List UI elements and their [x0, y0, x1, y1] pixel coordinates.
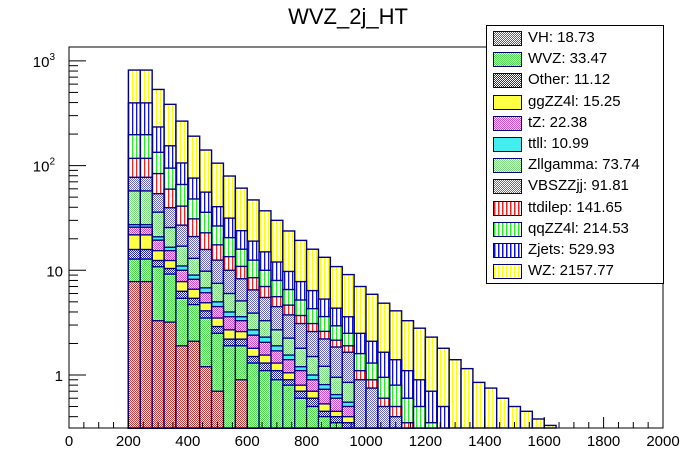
x-tick-label: 1600 [528, 433, 561, 450]
bar-wvz-bin-8 [222, 345, 237, 429]
bar-zjets-bin-26 [436, 405, 450, 429]
x-tick-label: 200 [116, 433, 141, 450]
bar-vbszzjj-bin-19 [353, 379, 367, 429]
bar-vh-bin-1 [139, 280, 153, 429]
legend-label: ttll: 10.99 [528, 135, 589, 152]
y-axis: 1 10 102 103 [33, 52, 86, 418]
legend-swatch [493, 115, 522, 131]
legend-entry-wz: WZ: 2157.77 [487, 261, 663, 282]
legend-swatch [493, 264, 522, 280]
y-tick-label: 10 [46, 263, 63, 280]
legend-label: VBSZZjj: 91.81 [528, 177, 629, 195]
series-vh [127, 280, 248, 429]
bar-qqzz4l-bin-24 [412, 405, 427, 429]
bar-wvz-bin-11 [258, 369, 272, 429]
legend-entry-ggzz4l: ggZZ4l: 15.25 [487, 92, 663, 113]
bar-wz-bin-34 [531, 418, 545, 429]
x-tick-label: 1800 [587, 433, 620, 450]
bar-wz-bin-28 [460, 367, 474, 429]
bar-vbszzjj-bin-20 [365, 387, 379, 429]
legend-entry-other: Other: 11.12 [487, 70, 663, 91]
legend-entry-vh: VH: 18.73 [487, 28, 663, 49]
legend: VH: 18.73 WVZ: 33.47 Other: 11.12 ggZZ4l: 1… [486, 25, 664, 284]
y-tick-label: 102 [33, 157, 56, 176]
bar-vh-bin-5 [187, 340, 201, 429]
legend-swatch [493, 243, 522, 258]
legend-entry-vbszzjj: VBSZZjj: 91.81 [487, 176, 663, 197]
bar-wvz-bin-16 [317, 415, 332, 429]
bar-qqzz4l-bin-25 [424, 422, 438, 429]
legend-label: Zllgamma: 73.74 [528, 156, 640, 174]
bar-vh-bin-2 [151, 320, 165, 429]
legend-swatch [493, 94, 522, 110]
legend-label: tZ: 22.38 [528, 113, 588, 131]
legend-entry-zjets: Zjets: 529.93 [487, 240, 663, 261]
x-tick-label: 400 [175, 433, 200, 450]
bar-vbszzjj-bin-21 [377, 405, 391, 429]
chart-title: WVZ_2j_HT [288, 4, 408, 29]
legend-swatch [493, 221, 522, 237]
bar-wvz-bin-14 [294, 397, 308, 429]
bar-vh-bin-0 [127, 280, 141, 429]
legend-label: ggZZ4l: 15.25 [528, 92, 621, 110]
bar-wvz-bin-13 [282, 384, 296, 429]
legend-swatch [493, 137, 522, 152]
x-tick-label: 1400 [468, 433, 501, 450]
x-axis: 0 200 400 600 800 1000 1200 1400 1600 1800 2000 [65, 417, 680, 450]
bar-wz-bin-30 [484, 387, 498, 429]
legend-label: VH: 18.73 [528, 29, 595, 46]
bar-ttdilep-bin-23 [400, 422, 415, 429]
legend-label: ttdilep: 141.65 [528, 198, 623, 216]
x-tick-label: 0 [65, 433, 73, 450]
bar-wz-bin-33 [519, 410, 534, 429]
y-tick-label: 1 [55, 368, 63, 385]
legend-swatch [493, 158, 522, 174]
bar-vh-bin-3 [163, 321, 177, 429]
legend-entry-zllgamma: Zllgamma: 73.74 [487, 155, 663, 176]
legend-swatch [493, 179, 522, 195]
x-tick-label: 600 [235, 433, 260, 450]
x-tick-label: 1000 [349, 433, 382, 450]
legend-entry-ttll: ttll: 10.99 [487, 134, 663, 155]
x-tick-label: 1200 [409, 433, 442, 450]
legend-label: Other: 11.12 [528, 71, 611, 89]
legend-swatch [493, 200, 522, 216]
legend-entry-wvz: WVZ: 33.47 [487, 49, 663, 70]
bar-vh-bin-6 [198, 366, 213, 429]
bar-other-bin-18 [341, 422, 355, 429]
bar-wz-bin-27 [448, 359, 462, 429]
bar-wvz-bin-12 [270, 379, 284, 429]
legend-label: qqZZ4l: 214.53 [528, 219, 629, 237]
legend-entry-qqzz4l: qqZZ4l: 214.53 [487, 219, 663, 240]
bar-wz-bin-31 [495, 397, 510, 429]
legend-label: Zjets: 529.93 [528, 241, 615, 258]
legend-swatch [493, 31, 522, 46]
legend-entry-ttdilep: ttdilep: 141.65 [487, 198, 663, 219]
legend-entry-tz: tZ: 22.38 [487, 113, 663, 134]
y-tick-label: 103 [33, 52, 56, 71]
legend-swatch [493, 52, 522, 68]
legend-swatch [493, 73, 522, 89]
bar-vh-bin-9 [234, 379, 248, 429]
bar-wz-bin-29 [472, 381, 486, 429]
x-tick-label: 800 [294, 433, 319, 450]
bar-wvz-bin-10 [246, 362, 260, 429]
bar-vh-bin-4 [175, 345, 189, 429]
legend-label: WVZ: 33.47 [528, 50, 608, 68]
x-tick-label: 2000 [646, 433, 679, 450]
bar-wvz-bin-15 [305, 405, 320, 429]
legend-label: WZ: 2157.77 [528, 262, 614, 280]
